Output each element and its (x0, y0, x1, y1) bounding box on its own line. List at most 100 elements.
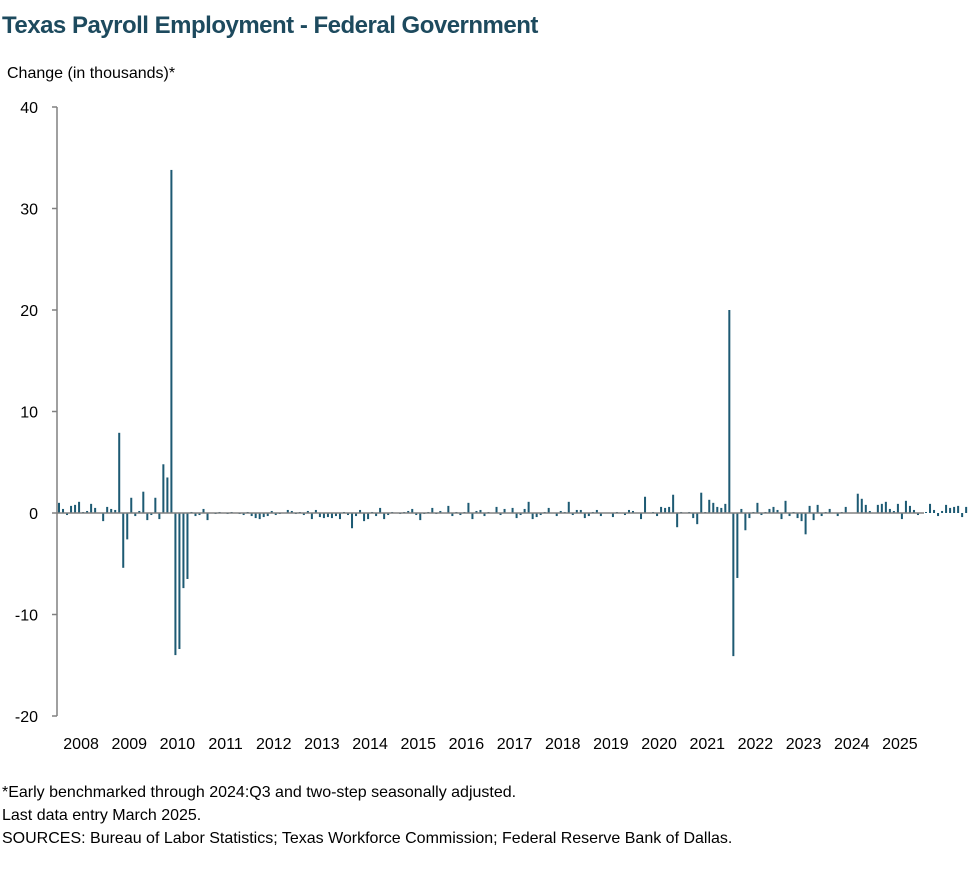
bar (338, 513, 341, 520)
bars-group (58, 169, 968, 657)
bar (784, 500, 787, 513)
bar (286, 509, 289, 513)
bar (579, 509, 582, 513)
x-tick-label: 2020 (641, 736, 677, 753)
bar (170, 169, 173, 513)
bar (660, 506, 663, 513)
bar (720, 507, 723, 513)
bar (856, 493, 859, 513)
bar (351, 513, 354, 529)
bar (166, 477, 169, 513)
bar (314, 509, 317, 513)
footnote-benchmark: *Early benchmarked through 2024:Q3 and t… (2, 784, 517, 801)
y-tick-label: 20 (20, 303, 38, 320)
x-tick-label: 2022 (738, 736, 774, 753)
bar (941, 510, 944, 513)
bar (644, 496, 647, 513)
bar (367, 513, 370, 520)
bar (567, 501, 570, 513)
bar (515, 513, 518, 519)
x-tick-label: 2024 (834, 736, 870, 753)
bar (254, 513, 257, 519)
bar (627, 509, 630, 513)
bar (375, 513, 378, 517)
bar (587, 513, 590, 517)
bar (359, 509, 362, 513)
x-tick-label: 2017 (497, 736, 533, 753)
bar (583, 513, 586, 519)
bar (447, 505, 450, 513)
bar (884, 501, 887, 513)
y-tick-label: -20 (15, 709, 38, 726)
bar (66, 513, 69, 516)
bar (519, 513, 522, 516)
bar (302, 513, 305, 516)
bar (728, 310, 731, 513)
bar (599, 513, 602, 517)
bar (290, 510, 293, 513)
bar (535, 513, 538, 518)
chart-title: Texas Payroll Employment - Federal Gover… (2, 12, 538, 39)
x-tick-label: 2014 (352, 736, 388, 753)
bar (511, 507, 514, 513)
bar (595, 509, 598, 513)
bar (379, 507, 382, 513)
x-tick-label: 2015 (400, 736, 436, 753)
bar (330, 513, 333, 519)
bar (110, 508, 113, 513)
bar (808, 505, 811, 513)
bar (118, 432, 121, 513)
x-tick-label: 2011 (208, 736, 243, 753)
bar (559, 510, 562, 513)
bar (198, 513, 201, 516)
bar (880, 503, 883, 513)
bar (908, 505, 911, 513)
y-tick-label: -10 (15, 608, 38, 625)
y-tick-label: 30 (20, 202, 38, 219)
y-tick-label: 40 (20, 100, 38, 117)
bar (415, 513, 418, 516)
bar (262, 513, 265, 518)
bar (953, 506, 956, 513)
bar (202, 508, 205, 513)
bar (70, 505, 73, 513)
bar (732, 513, 735, 657)
y-ticks-group: -20 -10 0 10 20 30 40 (15, 100, 57, 726)
bar (904, 500, 907, 513)
bar (162, 464, 165, 513)
bar (355, 513, 358, 517)
bar (868, 510, 871, 513)
bar (475, 510, 478, 513)
bar (716, 506, 719, 513)
bar (740, 508, 743, 513)
bar (957, 505, 960, 513)
bar (186, 513, 189, 579)
bar (623, 513, 626, 516)
bar (182, 513, 185, 589)
bar (531, 513, 534, 520)
bar (122, 513, 125, 568)
bar (912, 509, 915, 513)
bar (146, 513, 149, 521)
bar (656, 513, 659, 517)
bar (768, 508, 771, 513)
bar (419, 513, 422, 521)
bar (555, 513, 558, 517)
bar (780, 513, 783, 520)
bar (929, 503, 932, 513)
bar (102, 513, 105, 522)
bar (126, 513, 129, 540)
bar (150, 513, 153, 516)
bar (668, 506, 671, 513)
bar (631, 510, 634, 513)
y-tick-label: 0 (29, 506, 38, 523)
bar (114, 509, 117, 513)
bar-chart: -20 -10 0 10 20 30 40 2008 2009 2010 2011 2012 2013… (15, 100, 968, 753)
bar (965, 506, 968, 513)
x-tick-label: 2019 (593, 736, 629, 753)
x-tick-label: 2008 (63, 736, 99, 753)
bar (94, 507, 97, 513)
footnote-sources: SOURCES: Bureau of Labor Statistics; Tex… (2, 830, 733, 847)
bar (130, 497, 133, 513)
bar (676, 513, 679, 528)
